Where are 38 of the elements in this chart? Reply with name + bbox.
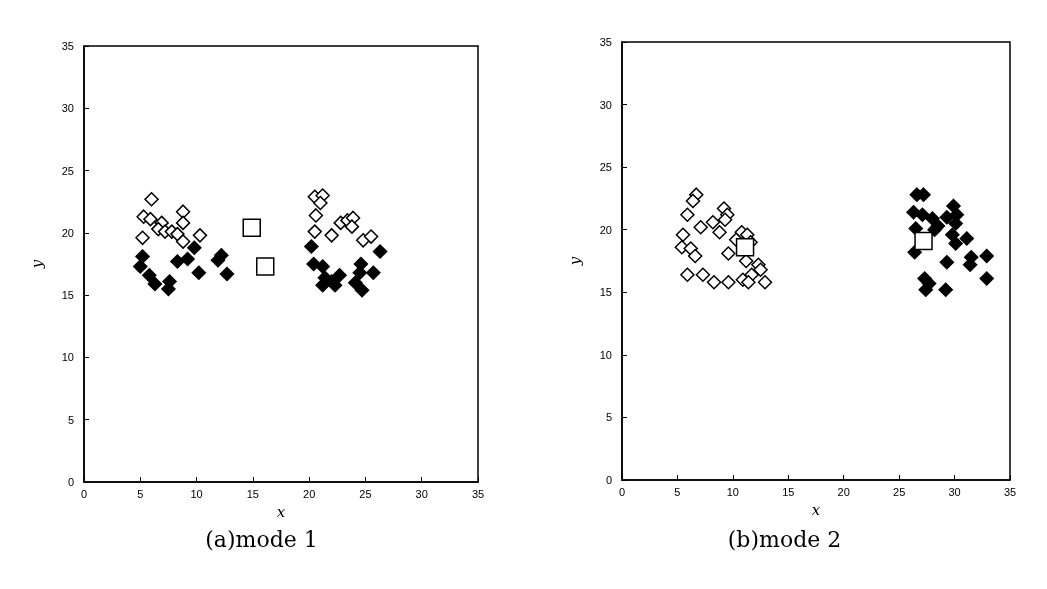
x-tick-label: 0	[618, 485, 626, 498]
x-tick-label: 35	[1003, 485, 1017, 498]
x-axis-title: x	[276, 502, 286, 521]
x-tick-label: 20	[837, 485, 850, 498]
x-tick-label: 0	[80, 487, 88, 500]
y-tick-label: 10	[61, 351, 74, 364]
y-tick-label: 0	[605, 474, 612, 486]
x-tick-label: 25	[893, 485, 906, 498]
y-axis-title: y	[27, 259, 46, 270]
y-tick-label: 5	[605, 411, 612, 424]
x-tick-label: 5	[137, 487, 144, 500]
y-tick-label: 35	[61, 40, 74, 52]
y-tick-label: 0	[67, 476, 74, 488]
x-tick-label: 5	[674, 485, 681, 498]
y-tick-label: 5	[67, 413, 74, 426]
y-tick-label: 30	[61, 102, 74, 115]
x-tick-label: 25	[359, 487, 372, 500]
y-tick-label: 30	[599, 98, 612, 111]
x-tick-label: 15	[246, 487, 259, 500]
y-tick-label: 20	[61, 226, 74, 239]
x-axis-title: x	[811, 500, 821, 519]
x-tick-label: 10	[190, 487, 203, 500]
x-tick-label: 35	[471, 487, 485, 500]
y-tick-label: 35	[599, 36, 612, 48]
x-tick-label: 30	[948, 485, 961, 498]
text: (b)mode 2	[727, 526, 842, 552]
y-tick-label: 15	[61, 289, 74, 302]
x-tick-label: 30	[415, 487, 428, 500]
x-tick-label: 15	[782, 485, 795, 498]
y-axis-title: y	[565, 256, 584, 267]
text: (a)mode 1	[205, 526, 318, 552]
x-tick-label: 10	[726, 485, 739, 498]
y-tick-label: 15	[599, 286, 612, 299]
y-tick-label: 25	[599, 161, 612, 174]
x-tick-label: 20	[303, 487, 316, 500]
y-tick-label: 25	[61, 164, 74, 177]
y-tick-label: 10	[599, 348, 612, 361]
y-tick-label: 20	[599, 223, 612, 236]
